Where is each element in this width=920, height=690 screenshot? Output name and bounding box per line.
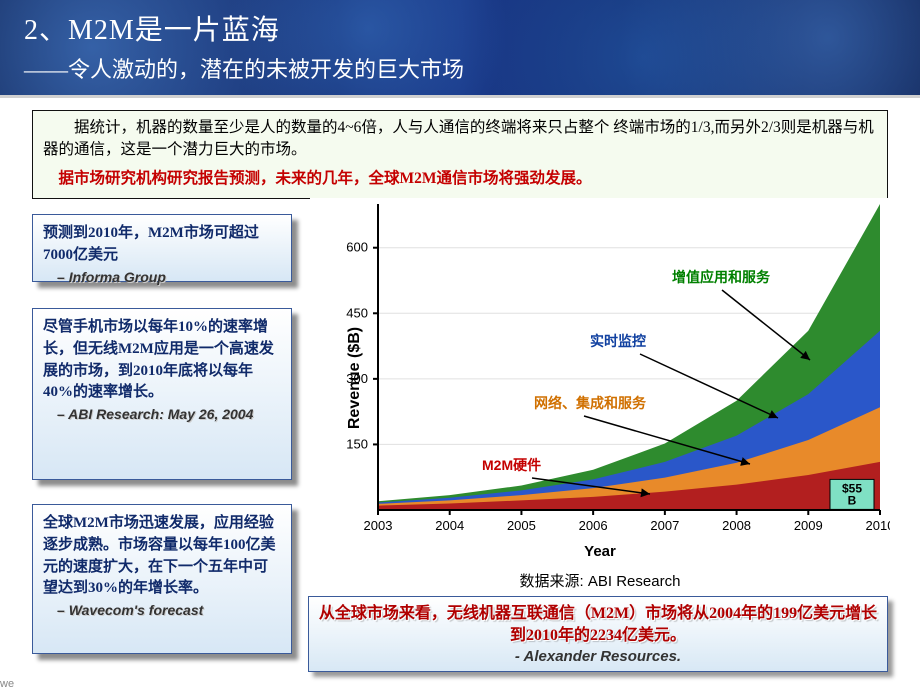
svg-text:2008: 2008 [722,518,751,533]
svg-text:B: B [848,493,857,507]
quote-source: ABI Research: May 26, 2004 [43,404,281,424]
svg-text:300: 300 [346,371,368,386]
slide-body: 据统计，机器的数量至少是人的数量的4~6倍，人与人通信的终端将来只占整个 终端市… [0,98,920,690]
slide-title: 2、M2M是一片蓝海 [24,8,896,48]
quote-box-3: 全球M2M市场迅速发展，应用经验逐步成熟。市场容量以每年100亿美元的速度扩大，… [32,504,292,654]
intro-line1: 据统计，机器的数量至少是人的数量的4~6倍，人与人通信的终端将来只占整个 终端市… [43,117,877,162]
slide-header: 2、M2M是一片蓝海 ——令人激动的，潜在的未被开发的巨大市场 [0,0,920,98]
svg-text:2010: 2010 [866,518,890,533]
watermark: we [0,678,14,690]
quote-source: Informa Group [43,267,281,287]
svg-text:600: 600 [346,240,368,255]
quote-text: 预测到2010年，M2M市场可超过7000亿美元 [43,223,281,267]
intro-box: 据统计，机器的数量至少是人的数量的4~6倍，人与人通信的终端将来只占整个 终端市… [32,110,888,199]
svg-text:2003: 2003 [364,518,393,533]
quote-text: 尽管手机市场以每年10%的速率增长，但无线M2M应用是一个高速发展的市场，到20… [43,317,281,404]
svg-text:150: 150 [346,436,368,451]
svg-text:实时监控: 实时监控 [590,333,646,349]
slide-subtitle: ——令人激动的，潜在的未被开发的巨大市场 [24,52,896,84]
svg-text:网络、集成和服务: 网络、集成和服务 [534,395,647,411]
svg-text:2004: 2004 [435,518,464,533]
chart-source: 数据来源: ABI Research [310,570,890,591]
svg-text:2005: 2005 [507,518,536,533]
svg-text:2007: 2007 [650,518,679,533]
quote-box-1: 预测到2010年，M2M市场可超过7000亿美元 Informa Group [32,214,292,282]
svg-text:450: 450 [346,305,368,320]
svg-text:2006: 2006 [579,518,608,533]
bottom-quote-text: 从全球市场来看，无线机器互联通信（M2M）市场将从2004年的199亿美元增长到… [317,603,879,646]
quote-box-2: 尽管手机市场以每年10%的速率增长，但无线M2M应用是一个高速发展的市场，到20… [32,308,292,480]
intro-line2: 据市场研究机构研究报告预测，未来的几年，全球M2M通信市场将强劲发展。 [43,168,877,190]
svg-text:增值应用和服务: 增值应用和服务 [672,269,771,285]
bottom-quote-source: - Alexander Resources. [317,648,879,665]
svg-text:M2M硬件: M2M硬件 [482,457,541,473]
bottom-quote: 从全球市场来看，无线机器互联通信（M2M）市场将从2004年的199亿美元增长到… [308,596,888,672]
quote-text: 全球M2M市场迅速发展，应用经验逐步成熟。市场容量以每年100亿美元的速度扩大，… [43,513,281,600]
chart-svg: 150 300 450 600 2003 2004 2005 2006 2007 2008 2009… [310,198,890,558]
quote-source: Wavecom's forecast [43,600,281,620]
svg-text:2009: 2009 [794,518,823,533]
revenue-chart: Revenue ($B) Year 1503004506002003200420… [310,198,890,558]
